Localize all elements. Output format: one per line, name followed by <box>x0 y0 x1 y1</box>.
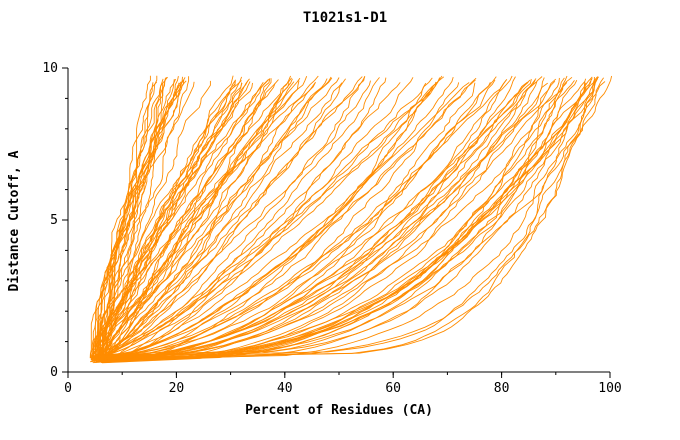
x-tick-label: 80 <box>494 381 510 396</box>
model-curve <box>100 76 332 361</box>
axes: 0 20 40 60 80 100 0 5 10 <box>42 61 621 396</box>
model-curve <box>94 77 441 361</box>
x-axis-label: Percent of Residues (CA) <box>245 403 433 418</box>
model-curve <box>93 76 363 358</box>
model-curves <box>89 75 613 364</box>
model-curve <box>102 77 340 358</box>
x-tick-label: 100 <box>598 381 621 396</box>
model-curve <box>95 78 557 361</box>
y-tick-label: 0 <box>50 365 58 380</box>
model-curve <box>97 75 319 358</box>
model-curve <box>101 81 606 364</box>
model-curve <box>105 82 476 363</box>
model-curve <box>98 78 164 361</box>
model-curve <box>96 76 445 359</box>
model-curve <box>105 76 366 361</box>
model-curve <box>92 76 516 364</box>
model-curve <box>95 82 548 361</box>
model-curve <box>90 82 343 359</box>
model-curve <box>102 82 587 361</box>
model-curve <box>100 78 537 362</box>
x-tick-label: 60 <box>385 381 401 396</box>
model-curve <box>91 80 556 360</box>
model-curve <box>99 77 545 363</box>
model-curve <box>97 76 599 363</box>
model-curve <box>102 82 401 362</box>
model-curve <box>105 82 460 359</box>
model-curve <box>104 82 180 356</box>
model-curve <box>102 81 528 356</box>
model-curve <box>91 76 543 360</box>
model-curve <box>104 78 328 363</box>
model-curve <box>100 79 476 358</box>
x-tick-label: 0 <box>64 381 72 396</box>
model-curve <box>95 76 454 360</box>
model-curve <box>95 76 593 362</box>
y-tick-label: 10 <box>42 61 58 76</box>
model-curve <box>90 81 195 358</box>
model-curve <box>97 82 427 358</box>
model-curve <box>91 81 439 359</box>
y-tick-label: 5 <box>50 213 58 228</box>
model-curve <box>104 77 433 357</box>
model-curve <box>96 83 163 358</box>
chart-title: T1021s1-D1 <box>303 10 387 26</box>
model-curve <box>104 82 316 357</box>
model-curve <box>104 80 300 362</box>
model-curve <box>93 77 387 359</box>
model-curve <box>90 79 236 361</box>
model-curve <box>102 79 507 358</box>
model-curve <box>100 75 151 360</box>
model-curve <box>103 82 568 361</box>
model-curve <box>106 81 538 360</box>
x-tick-label: 20 <box>169 381 185 396</box>
y-axis-label: Distance Cutoff, A <box>7 150 22 291</box>
model-curve <box>98 77 565 358</box>
model-curve <box>100 81 437 364</box>
model-curve <box>91 81 595 361</box>
model-curve <box>89 81 158 359</box>
model-curve <box>92 79 184 359</box>
model-curve <box>102 77 186 360</box>
model-curve <box>95 79 536 363</box>
model-curve <box>99 77 414 360</box>
model-curve <box>92 80 242 358</box>
model-curve <box>100 79 269 360</box>
model-curve <box>98 79 496 362</box>
model-curve <box>104 81 264 360</box>
model-curve <box>96 78 293 360</box>
x-tick-label: 40 <box>277 381 293 396</box>
model-curve <box>93 76 573 359</box>
model-curve <box>101 77 604 359</box>
model-curve <box>104 77 380 362</box>
model-curve <box>97 77 333 363</box>
model-curve <box>96 80 371 361</box>
model-curve <box>92 82 470 361</box>
model-curve <box>97 75 613 361</box>
model-curve <box>100 78 593 361</box>
